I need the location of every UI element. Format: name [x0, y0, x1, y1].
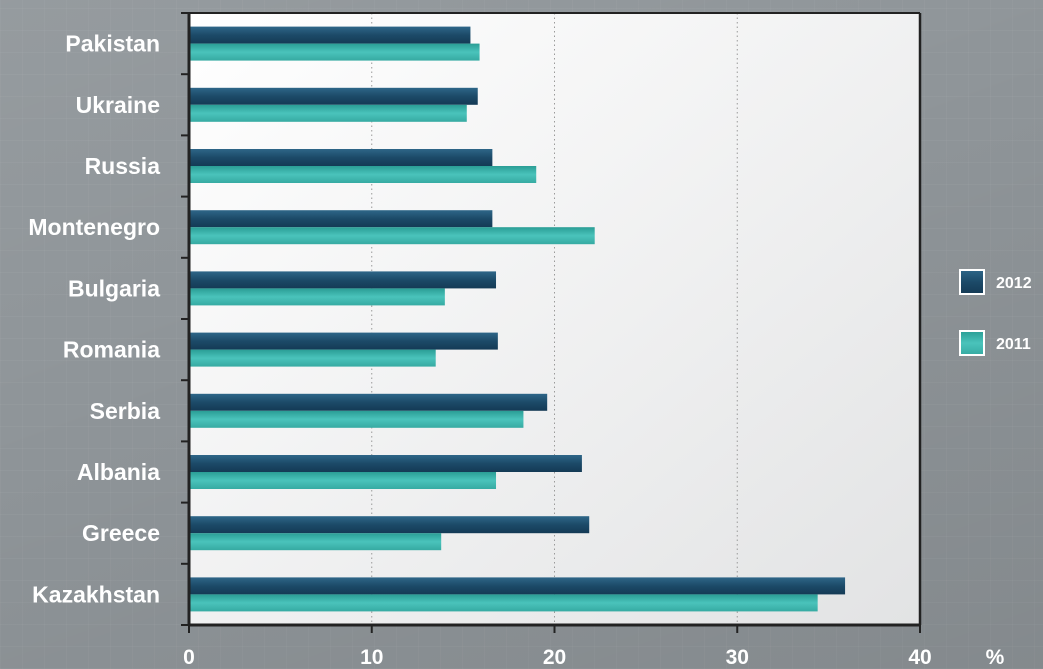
bar-ukraine-2011 — [190, 104, 467, 122]
legend-swatch-2012 — [959, 269, 985, 295]
category-label: Romania — [63, 337, 160, 363]
bar-albania-2012 — [190, 455, 582, 472]
category-label: Montenegro — [28, 214, 160, 240]
bar-greece-2011 — [190, 533, 442, 551]
bar-russia-2011 — [190, 166, 537, 183]
legend-label-2012: 2012 — [996, 275, 1032, 292]
bar-kazakhstan-2011 — [190, 594, 818, 612]
bar-albania-2011 — [190, 472, 497, 489]
x-tick-labels: 0 10 20 30 40 — [183, 646, 932, 669]
x-tick-label: 40 — [908, 646, 931, 669]
category-label: Serbia — [90, 398, 161, 424]
x-unit-label: % — [986, 646, 1005, 669]
category-label: Russia — [85, 153, 161, 179]
category-label: Pakistan — [65, 31, 160, 57]
category-labels: Pakistan Ukraine Russia Montenegro Bulgaria R… — [28, 31, 160, 608]
bars — [190, 26, 846, 612]
bar-montenegro-2011 — [190, 227, 595, 245]
x-tick-label: 10 — [360, 646, 383, 669]
bar-ukraine-2012 — [190, 87, 478, 105]
x-tick-label: 20 — [543, 646, 566, 669]
bar-pakistan-2011 — [190, 43, 480, 61]
bar-bulgaria-2011 — [190, 288, 445, 306]
x-tick-label: 30 — [726, 646, 749, 669]
bar-romania-2011 — [190, 349, 436, 367]
bar-greece-2012 — [190, 516, 590, 534]
x-axis-ticks — [188, 625, 921, 633]
bar-serbia-2012 — [190, 393, 548, 411]
x-tick-label: 0 — [183, 646, 195, 669]
legend-swatch-2011 — [959, 330, 985, 356]
category-label: Greece — [82, 520, 160, 546]
category-label: Ukraine — [76, 92, 160, 118]
category-label: Kazakhstan — [32, 581, 160, 607]
bar-pakistan-2012 — [190, 26, 471, 44]
bar-montenegro-2012 — [190, 210, 493, 228]
bar-serbia-2011 — [190, 410, 524, 428]
bar-russia-2012 — [190, 149, 493, 166]
category-label: Albania — [77, 459, 160, 485]
y-axis-ticks — [181, 12, 189, 626]
bar-bulgaria-2012 — [190, 271, 497, 289]
bar-kazakhstan-2012 — [190, 577, 846, 595]
category-label: Bulgaria — [68, 275, 160, 301]
legend-label-2011: 2011 — [996, 336, 1031, 353]
legend: 2012 2011 — [959, 269, 1032, 356]
bar-romania-2012 — [190, 332, 498, 350]
